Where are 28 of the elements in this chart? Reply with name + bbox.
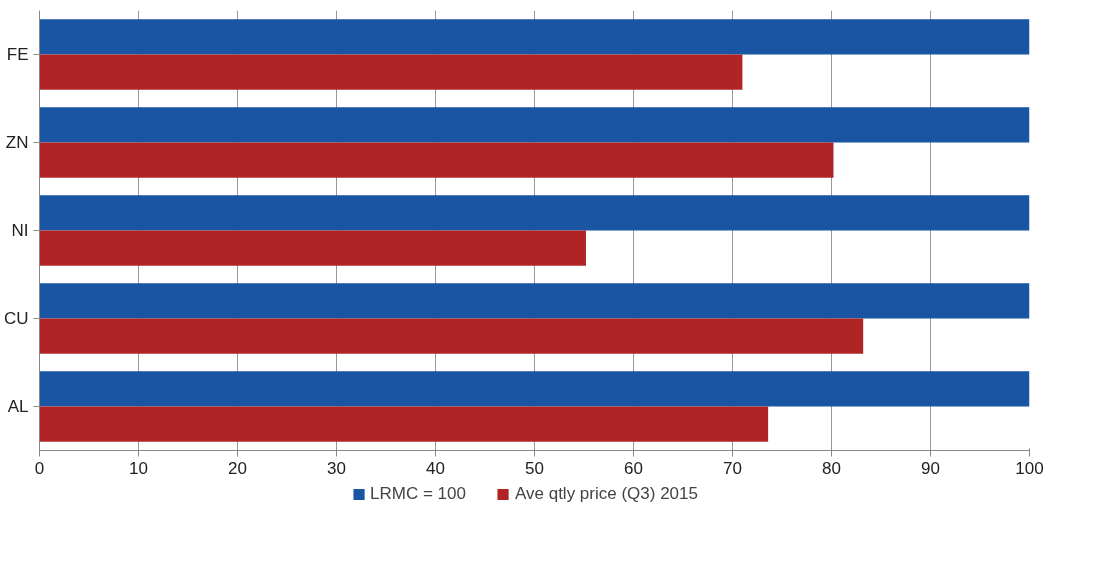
y-tick-label: ZN xyxy=(5,133,29,152)
x-tick-label: 50 xyxy=(525,458,544,478)
x-tick-label: 70 xyxy=(723,458,742,478)
y-tick-label: NI xyxy=(11,221,29,240)
x-tick-label: 90 xyxy=(921,458,940,478)
bar xyxy=(39,195,1030,231)
x-tick-label: 20 xyxy=(228,458,247,478)
x-tick-label: 80 xyxy=(822,458,841,478)
bar xyxy=(39,107,1030,143)
bar xyxy=(39,371,1030,407)
x-tick-label: 100 xyxy=(1015,458,1044,478)
x-tick-label: 0 xyxy=(34,458,45,478)
bar xyxy=(39,230,586,266)
bar xyxy=(39,283,1030,319)
x-tick-label: 60 xyxy=(624,458,643,478)
bar xyxy=(39,19,1030,55)
x-tick-label: 10 xyxy=(129,458,148,478)
legend-label: LRMC = 100 xyxy=(370,484,466,504)
legend-label: Ave qtly price (Q3) 2015 xyxy=(514,484,698,504)
x-tick-label: 30 xyxy=(327,458,346,478)
bar xyxy=(39,142,834,178)
bar xyxy=(39,54,743,90)
y-tick-label: CU xyxy=(3,309,29,328)
y-tick-label: AL xyxy=(7,397,29,416)
bar xyxy=(39,318,864,354)
y-tick-label: FE xyxy=(6,45,29,64)
x-tick-label: 40 xyxy=(426,458,445,478)
bar xyxy=(39,406,769,442)
